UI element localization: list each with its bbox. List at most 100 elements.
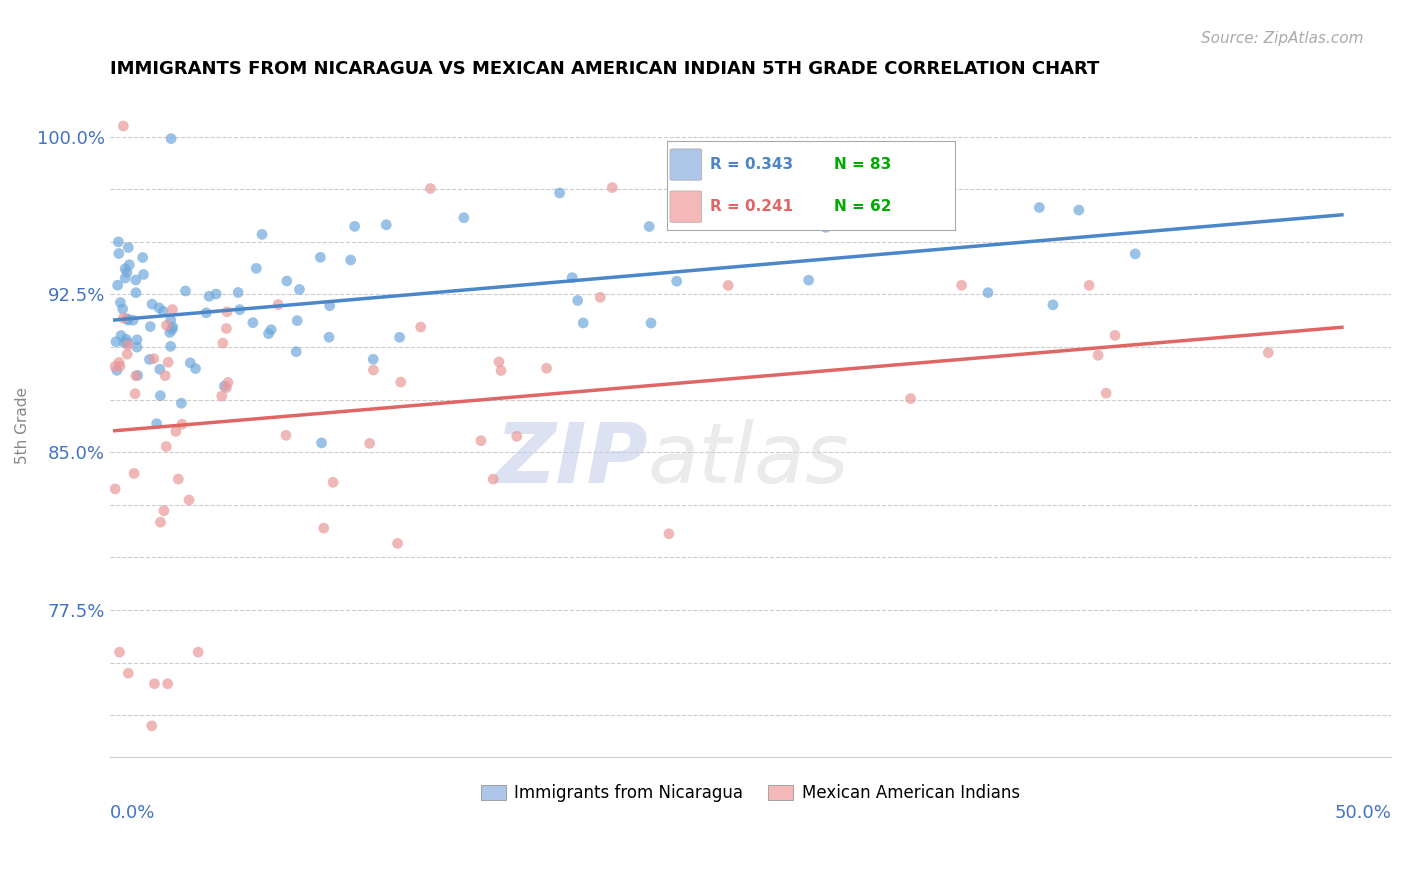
Point [363,363,385,377]
Point [276,274,298,288]
Point [214,379,236,393]
Point [177,492,200,507]
Point [115,265,138,279]
Point [156,677,179,691]
Point [118,258,141,272]
Point [717,278,740,293]
Point [179,356,201,370]
Point [117,666,139,681]
Point [215,305,238,319]
Point [141,297,163,311]
Point [1028,201,1050,215]
Point [339,252,361,267]
Point [260,323,283,337]
Point [159,313,181,327]
Point [389,375,412,389]
Point [117,338,139,352]
Point [122,313,145,327]
Point [309,250,332,264]
Point [343,219,366,234]
Point [127,368,149,383]
Point [117,335,139,350]
Point [536,361,558,376]
Point [285,344,308,359]
Point [111,301,134,316]
Point [117,240,139,254]
Point [419,181,441,195]
Point [1104,328,1126,343]
Point [600,180,623,194]
Point [159,339,181,353]
Y-axis label: 5th Grade: 5th Grade [15,387,30,465]
Point [110,295,132,310]
Point [115,311,138,326]
Point [165,425,187,439]
Point [215,381,238,395]
Point [108,645,131,659]
Point [107,235,129,249]
Point [359,436,381,450]
Point [814,220,837,235]
Point [318,299,340,313]
Legend: Immigrants from Nicaragua, Mexican American Indians: Immigrants from Nicaragua, Mexican Ameri… [474,778,1026,809]
Point [184,361,207,376]
Point [125,285,148,300]
Text: 50.0%: 50.0% [1334,804,1391,822]
Point [115,347,138,361]
Point [149,515,172,529]
Point [162,320,184,334]
Point [506,429,529,443]
Point [108,246,131,260]
Text: IMMIGRANTS FROM NICARAGUA VS MEXICAN AMERICAN INDIAN 5TH GRADE CORRELATION CHART: IMMIGRANTS FROM NICARAGUA VS MEXICAN AME… [110,60,1099,78]
Point [160,322,183,336]
Point [1257,345,1279,359]
Point [387,536,409,550]
Point [388,330,411,344]
Point [322,475,344,490]
Point [124,386,146,401]
Point [112,119,135,133]
Point [149,362,172,376]
Point [160,131,183,145]
Point [950,278,973,293]
Point [242,316,264,330]
Point [112,335,135,350]
Point [172,417,194,432]
Point [187,645,209,659]
Point [162,302,184,317]
Point [215,321,238,335]
Point [141,719,163,733]
Point [148,301,170,315]
Point [274,428,297,442]
Text: ZIP: ZIP [495,418,648,500]
Point [211,389,233,403]
Point [561,270,583,285]
Point [375,218,398,232]
Point [288,282,311,296]
Point [104,334,127,349]
Point [195,306,218,320]
Point [900,392,922,406]
Point [157,355,180,369]
Point [152,304,174,318]
Point [153,504,176,518]
Point [977,285,1000,300]
Point [572,316,595,330]
Point [155,440,177,454]
Point [245,261,267,276]
Point [108,355,131,369]
Text: atlas: atlas [648,418,849,500]
Point [318,330,340,344]
Point [125,368,148,383]
Point [229,302,252,317]
Point [143,677,166,691]
Point [548,186,571,200]
Point [153,368,176,383]
Point [285,313,308,327]
Point [658,526,681,541]
Point [1042,298,1064,312]
Point [665,274,688,288]
Point [205,287,228,301]
Point [110,328,132,343]
Point [167,472,190,486]
